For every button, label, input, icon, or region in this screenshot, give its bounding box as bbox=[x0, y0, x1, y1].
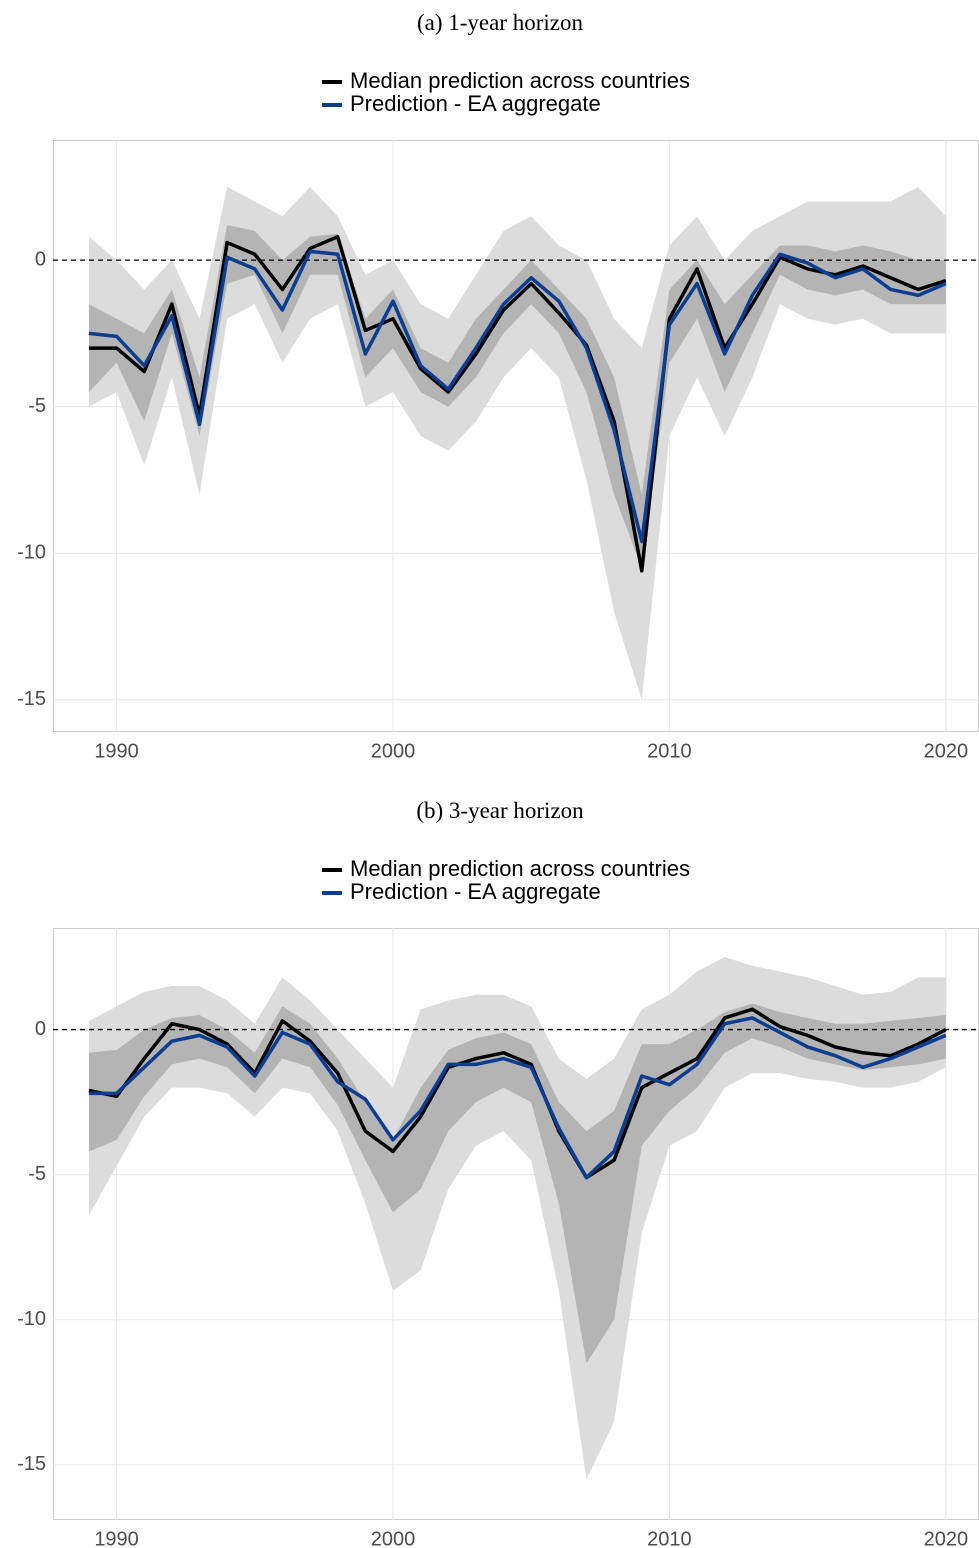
y-tick-label: 0 bbox=[35, 1018, 46, 1040]
x-tick-label: 2000 bbox=[371, 740, 416, 762]
y-tick-label: -10 bbox=[17, 1308, 46, 1330]
legend-label: Median prediction across countries bbox=[350, 856, 690, 881]
x-tick-label: 2010 bbox=[647, 1528, 692, 1548]
band bbox=[88, 957, 946, 1480]
y-tick-label: -5 bbox=[28, 1163, 46, 1185]
series-line bbox=[88, 1007, 947, 1180]
panel: (b) 3-year horizon Median prediction acro… bbox=[17, 798, 979, 1548]
legend-label: Median prediction across countries bbox=[350, 68, 690, 93]
y-tick-label: -10 bbox=[17, 542, 46, 564]
x-tick-label: 1990 bbox=[94, 1528, 139, 1548]
panel-caption: (a) 1-year horizon bbox=[417, 10, 584, 35]
y-tick-label: -5 bbox=[28, 395, 46, 417]
x-tick-label: 2020 bbox=[924, 1528, 969, 1548]
y-tick-label: -15 bbox=[17, 688, 46, 710]
y-tick-label: 0 bbox=[35, 248, 46, 270]
series-line bbox=[88, 249, 947, 544]
series-line bbox=[88, 1016, 947, 1180]
panel: (a) 1-year horizon Median prediction acro… bbox=[17, 10, 979, 762]
x-tick-label: 2000 bbox=[371, 1528, 416, 1548]
legend-label: Prediction - EA aggregate bbox=[350, 91, 601, 116]
x-tick-label: 1990 bbox=[94, 740, 139, 762]
x-tick-label: 2010 bbox=[647, 740, 692, 762]
y-tick-label: -15 bbox=[17, 1453, 46, 1475]
series-line bbox=[88, 234, 947, 573]
panel-caption: (b) 3-year horizon bbox=[416, 798, 584, 823]
legend-label: Prediction - EA aggregate bbox=[350, 879, 601, 904]
x-tick-label: 2020 bbox=[924, 740, 969, 762]
band bbox=[88, 224, 946, 568]
